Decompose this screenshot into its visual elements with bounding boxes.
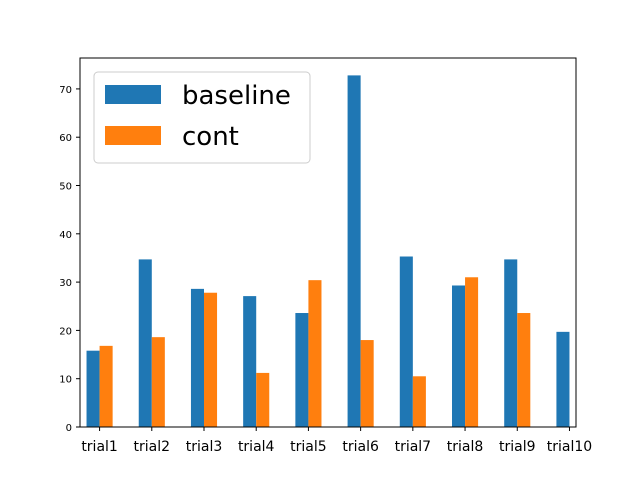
bar-baseline-trial8 <box>452 285 466 427</box>
plot-frame <box>79 57 577 428</box>
bar-cont-trial2 <box>151 337 165 427</box>
bar-baseline-trial1 <box>86 350 100 427</box>
x-tick-label: trial7 <box>395 439 432 455</box>
bar-cont-trial3 <box>204 292 218 427</box>
bar-cont-trial4 <box>256 372 270 427</box>
y-tick-label: 70 <box>59 85 72 96</box>
legend-swatch-baseline <box>105 85 161 104</box>
x-axis: trial1 trial2 trial3 trial4 trial5 trial6 tria… <box>81 427 592 455</box>
bar-baseline-trial6 <box>347 75 361 427</box>
bar-cont-trial7 <box>412 376 426 427</box>
x-tick-label: trial4 <box>238 439 275 455</box>
y-tick-label: 20 <box>59 326 72 337</box>
bar-baseline-trial3 <box>190 288 204 427</box>
y-axis: 0 10 20 30 40 50 60 70 <box>59 85 80 434</box>
x-tick-label: trial6 <box>342 439 379 455</box>
bar-cont-trial9 <box>517 313 531 427</box>
y-tick-label: 30 <box>59 278 72 289</box>
bar-cont-trial6 <box>360 340 374 427</box>
bar-cont-trial8 <box>465 277 479 427</box>
legend-label-baseline: baseline <box>182 81 291 111</box>
bar-baseline-trial2 <box>138 259 152 427</box>
legend: baseline cont <box>93 71 311 164</box>
legend-swatch-cont <box>105 126 161 145</box>
y-tick-label: 60 <box>59 133 72 144</box>
bar-baseline-trial4 <box>243 296 257 427</box>
bar-cont-trial1 <box>99 345 113 427</box>
bar-baseline-trial9 <box>504 259 518 427</box>
x-tick-label: trial3 <box>186 439 223 455</box>
x-tick-label: trial2 <box>134 439 171 455</box>
legend-label-cont: cont <box>182 122 239 152</box>
bar-cont-trial5 <box>308 280 322 427</box>
x-tick-label: trial8 <box>447 439 484 455</box>
bar-baseline-trial7 <box>399 256 413 427</box>
bar-baseline-trial5 <box>295 313 309 427</box>
y-tick-label: 0 <box>66 423 72 434</box>
y-tick-label: 50 <box>59 182 72 193</box>
y-tick-label: 10 <box>59 375 72 386</box>
bars-layer <box>86 75 570 427</box>
x-tick-label: trial5 <box>290 439 327 455</box>
y-tick-label: 40 <box>59 230 72 241</box>
x-tick-label: trial10 <box>547 439 592 455</box>
x-tick-label: trial9 <box>499 439 536 455</box>
bar-baseline-trial10 <box>556 331 570 427</box>
x-tick-label: trial1 <box>81 439 118 455</box>
